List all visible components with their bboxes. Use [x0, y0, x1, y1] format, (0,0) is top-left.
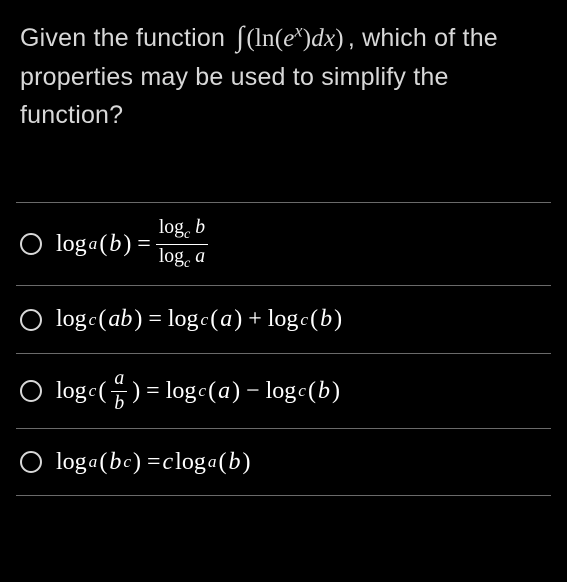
radio-icon [20, 233, 42, 255]
radio-icon [20, 309, 42, 331]
option-product-rule[interactable]: logc(ab) = logc(a) + logc(b) [16, 285, 551, 353]
option-formula: logc(ab) = logc(a) + logc(b) [56, 306, 342, 333]
question-prefix: Given the function [20, 24, 232, 52]
radio-icon [20, 451, 42, 473]
option-power-rule[interactable]: loga(bc) = c loga(b) [16, 428, 551, 496]
option-formula: loga(bc) = c loga(b) [56, 449, 250, 476]
option-formula: loga(b) = logc blogc a [56, 217, 211, 271]
option-formula: logc(ab) = logc(a) − logc(b) [56, 368, 340, 414]
question-integral: ∫(ln(ex)dx) [232, 25, 348, 52]
option-change-of-base[interactable]: loga(b) = logc blogc a [16, 202, 551, 285]
question-text: Given the function ∫(ln(ex)dx), which of… [0, 0, 567, 162]
options-list: loga(b) = logc blogc a logc(ab) = logc(a… [0, 202, 567, 496]
radio-icon [20, 380, 42, 402]
option-quotient-rule[interactable]: logc(ab) = logc(a) − logc(b) [16, 353, 551, 428]
